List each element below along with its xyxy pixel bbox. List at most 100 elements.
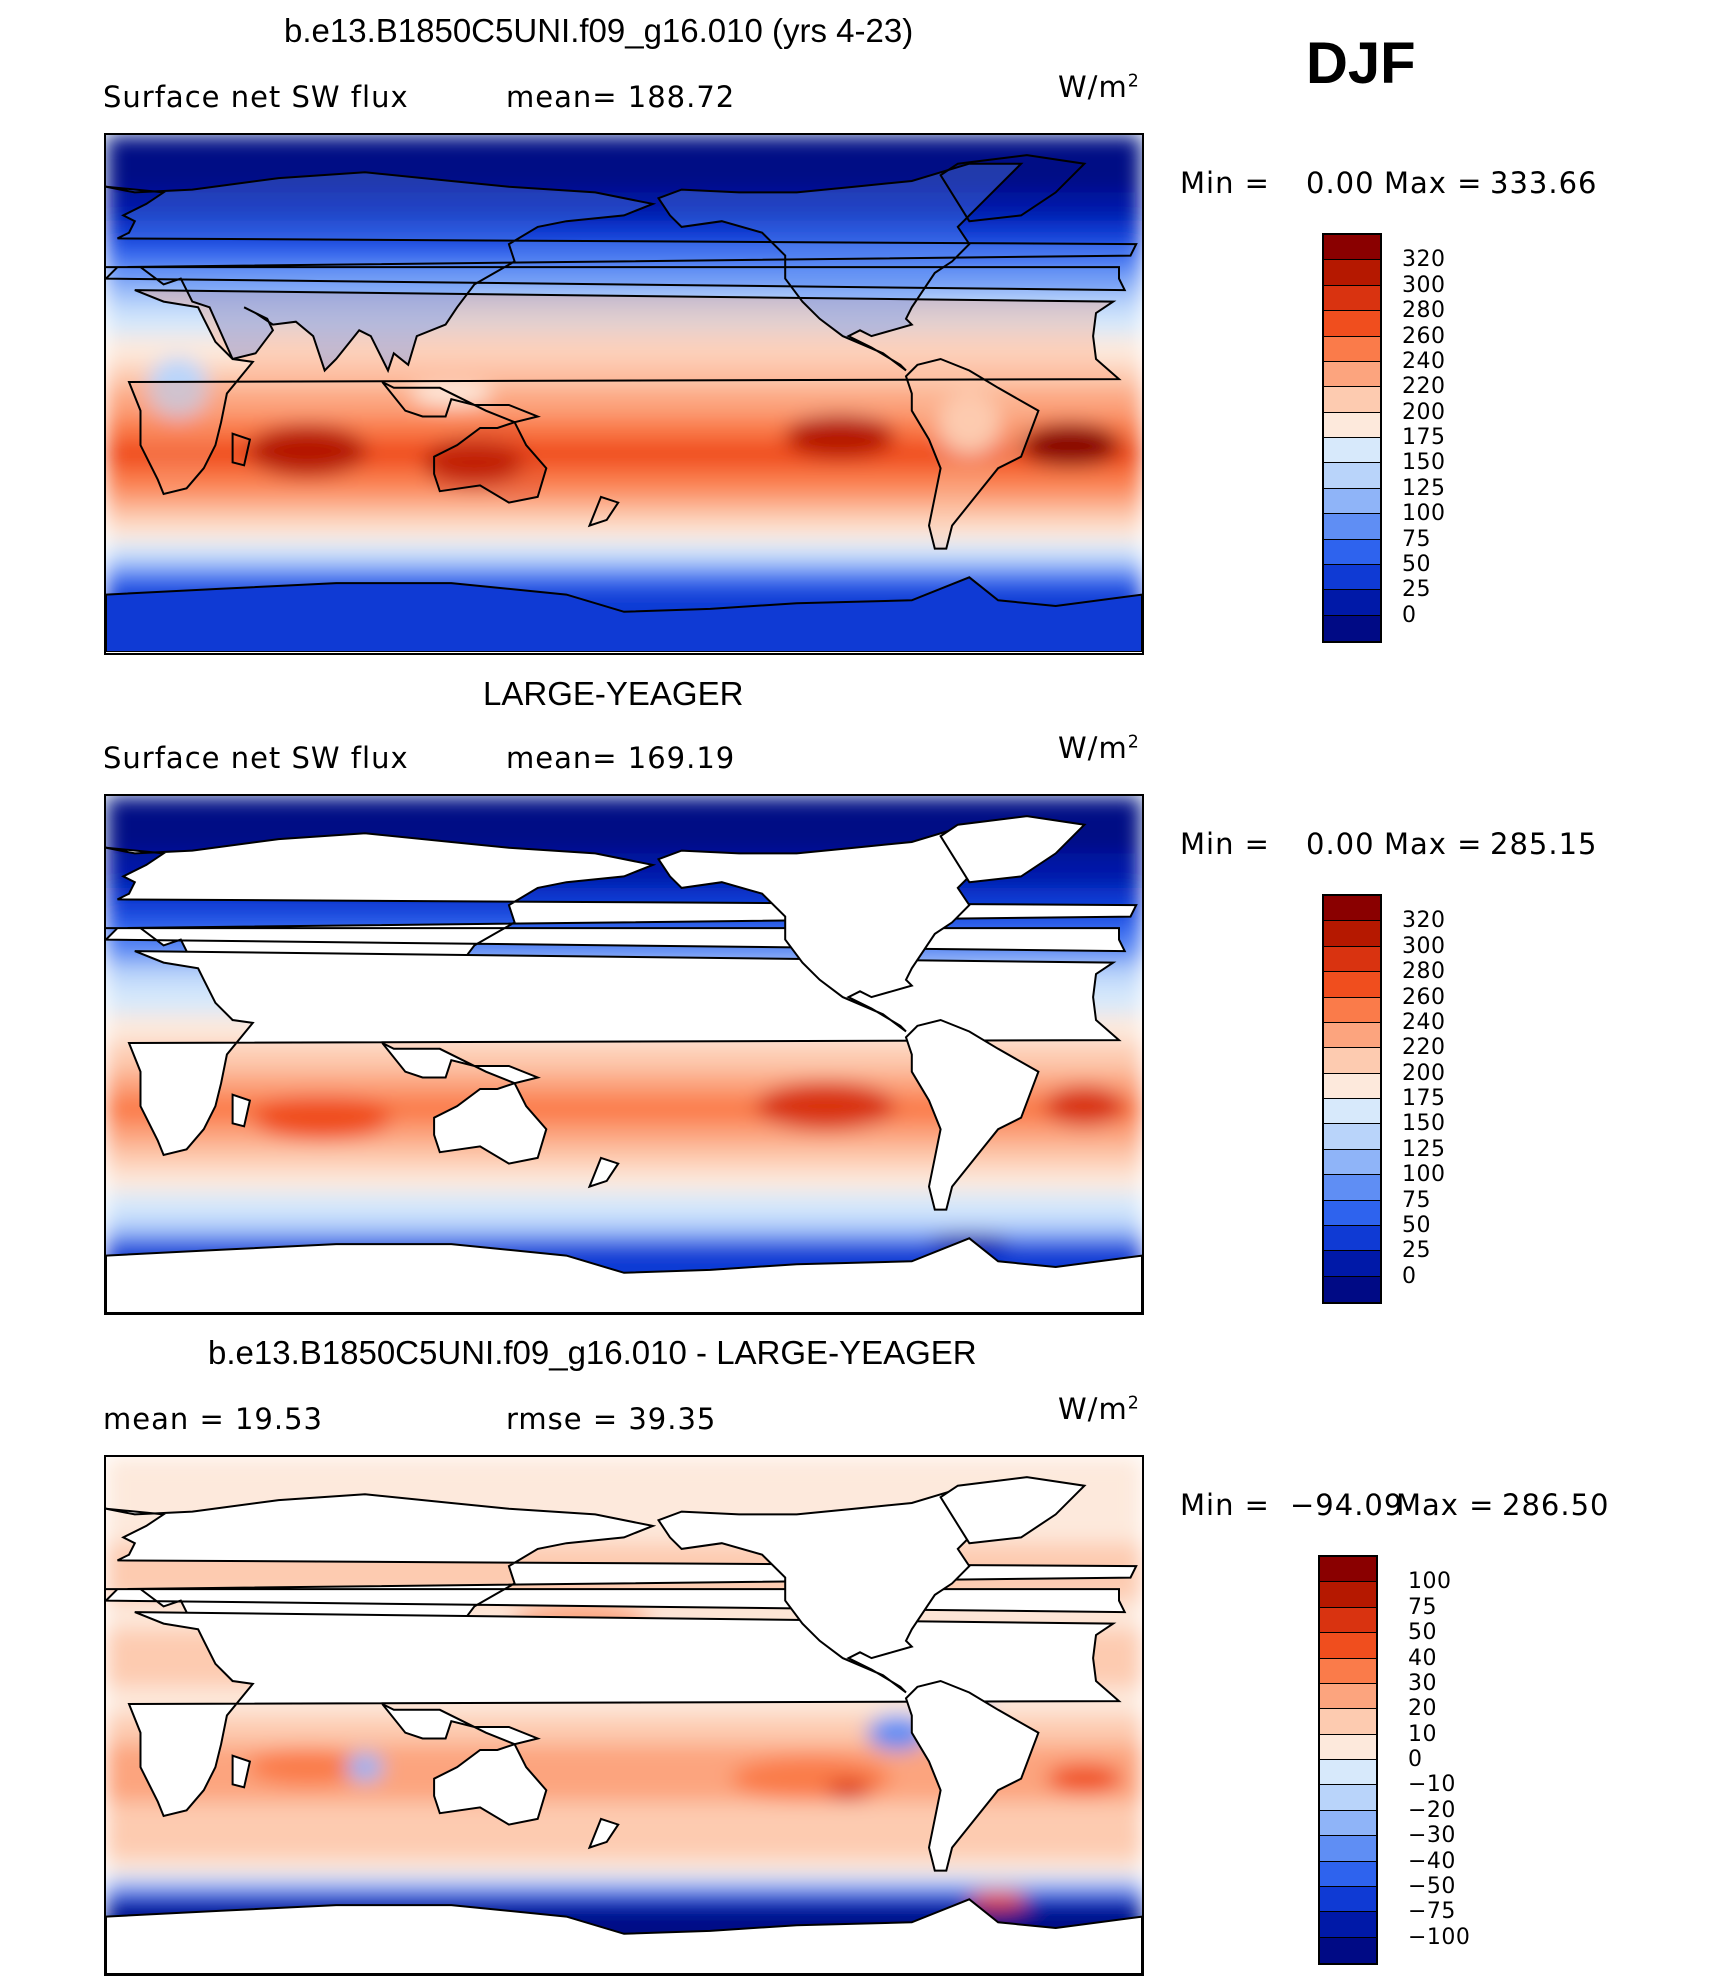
colorbar-tick-label: 30 <box>1408 1670 1437 1696</box>
panel2-max-label: Max = <box>1384 827 1483 861</box>
contour-feature <box>247 1749 368 1786</box>
contour-band <box>106 364 1142 389</box>
contour-feature <box>784 414 895 459</box>
colorbar-swatch <box>1324 387 1380 413</box>
panel1-min-label: Min = <box>1180 166 1270 200</box>
panel2-variable-label: Surface net SW flux <box>103 741 409 775</box>
colorbar-tick-label: 320 <box>1402 908 1446 934</box>
contour-band <box>106 1876 1142 1889</box>
colorbar-tick-label: 200 <box>1402 399 1446 425</box>
panel1-units: W/m2 <box>1058 70 1140 104</box>
contour-band <box>106 1899 1142 1912</box>
coastline <box>231 1093 252 1128</box>
colorbar-tick-label: 50 <box>1402 551 1431 577</box>
colorbar-swatch <box>1324 361 1380 388</box>
panel3-mean-label: mean = 19.53 <box>103 1402 323 1436</box>
colorbar-tick-label: 10 <box>1408 1721 1437 1747</box>
colorbar-tick-label: −40 <box>1408 1848 1456 1874</box>
colorbar-swatch <box>1320 1658 1376 1684</box>
contour-band <box>106 261 1142 280</box>
colorbar-swatch <box>1324 539 1380 565</box>
contour-feature <box>424 438 525 487</box>
colorbar-tick-label: 40 <box>1408 1645 1437 1671</box>
colorbar-swatch <box>1320 1633 1376 1659</box>
contour-band <box>106 295 1142 314</box>
colorbar-swatch <box>1324 336 1380 362</box>
contour-feature <box>247 424 368 477</box>
colorbar-tick-label: 220 <box>1402 1035 1446 1061</box>
contour-band <box>106 1071 1142 1096</box>
coastline <box>587 1156 620 1189</box>
colorbar-tick-label: 280 <box>1402 959 1446 985</box>
colorbar-tick-label: 175 <box>1402 425 1446 450</box>
coastline <box>939 154 1087 223</box>
colorbar-tick-label: 50 <box>1402 1212 1431 1238</box>
panel1-min-value: 0.00 <box>1306 166 1375 200</box>
contour-band <box>106 1232 1142 1245</box>
coastline <box>656 162 1024 372</box>
contour-band <box>106 525 1142 544</box>
colorbar-tick-label: −30 <box>1408 1823 1456 1849</box>
coastline <box>231 1754 252 1789</box>
colorbar-tick-label: 0 <box>1402 602 1417 628</box>
colorbar-tick-label: 25 <box>1402 577 1431 603</box>
contour-feature <box>755 1082 896 1131</box>
panel2-units: W/m2 <box>1058 731 1140 765</box>
contour-feature <box>1020 423 1121 468</box>
coastline <box>433 1081 548 1165</box>
contour-feature <box>826 1780 871 1801</box>
coastline <box>587 1817 620 1850</box>
contour-band <box>106 1146 1142 1170</box>
coastline <box>939 815 1087 884</box>
colorbar-swatch <box>1324 1073 1380 1099</box>
colorbar-tick-label: −75 <box>1408 1899 1456 1925</box>
map-svg <box>106 135 1142 652</box>
colorbar-tick-label: 175 <box>1402 1086 1446 1111</box>
panel3-min-label: Min = <box>1180 1488 1270 1522</box>
panel3-colorbar <box>1318 1555 1378 1965</box>
panel2-min-value: 0.00 <box>1306 827 1375 861</box>
panel1-max-value: 333.66 <box>1490 166 1598 200</box>
colorbar-swatch <box>1324 921 1380 947</box>
colorbar-swatch <box>1320 1607 1376 1634</box>
land-flux <box>106 172 1137 371</box>
panel1-variable-label: Surface net SW flux <box>103 80 409 114</box>
colorbar-tick-label: 200 <box>1402 1060 1446 1086</box>
colorbar-swatch <box>1320 1861 1376 1887</box>
contour-feature <box>968 1890 1029 1909</box>
panel2-title: LARGE-YEAGER <box>483 675 744 712</box>
panel1-max-label: Max = <box>1384 166 1483 200</box>
colorbar-swatch <box>1324 463 1380 489</box>
colorbar-tick-label: 125 <box>1402 475 1446 501</box>
coastline <box>127 950 1122 1157</box>
coastline <box>381 1703 541 1746</box>
contour-feature <box>147 357 208 418</box>
colorbar-swatch <box>1320 1912 1376 1938</box>
colorbar-swatch <box>1324 488 1380 515</box>
panel3-max-label: Max = <box>1396 1488 1495 1522</box>
colorbar-tick-label: 150 <box>1402 1111 1446 1137</box>
contour-band <box>106 542 1142 555</box>
colorbar-swatch <box>1324 997 1380 1023</box>
colorbar-swatch <box>1324 311 1380 337</box>
contour-band <box>106 554 1142 567</box>
coastline <box>106 1237 1142 1313</box>
colorbar-swatch <box>1324 1200 1380 1226</box>
coastline <box>231 432 252 467</box>
panel2-mean-label: mean= 169.19 <box>506 741 736 775</box>
contour-band <box>106 336 1142 366</box>
colorbar-swatch <box>1320 1760 1376 1786</box>
coastline <box>106 576 1142 652</box>
coastline <box>656 823 1024 1033</box>
panel3-map <box>104 1455 1144 1976</box>
colorbar-swatch <box>1324 1048 1380 1074</box>
contour-band <box>106 1169 1142 1193</box>
panel1-map <box>104 133 1144 655</box>
colorbar-swatch <box>1320 1836 1376 1862</box>
colorbar-swatch <box>1324 1175 1380 1201</box>
colorbar-tick-label: 280 <box>1402 298 1446 324</box>
colorbar-swatch <box>1324 412 1380 438</box>
colorbar-tick-label: 75 <box>1402 526 1431 552</box>
colorbar-swatch <box>1324 1251 1380 1277</box>
panel3-units: W/m2 <box>1058 1392 1140 1426</box>
